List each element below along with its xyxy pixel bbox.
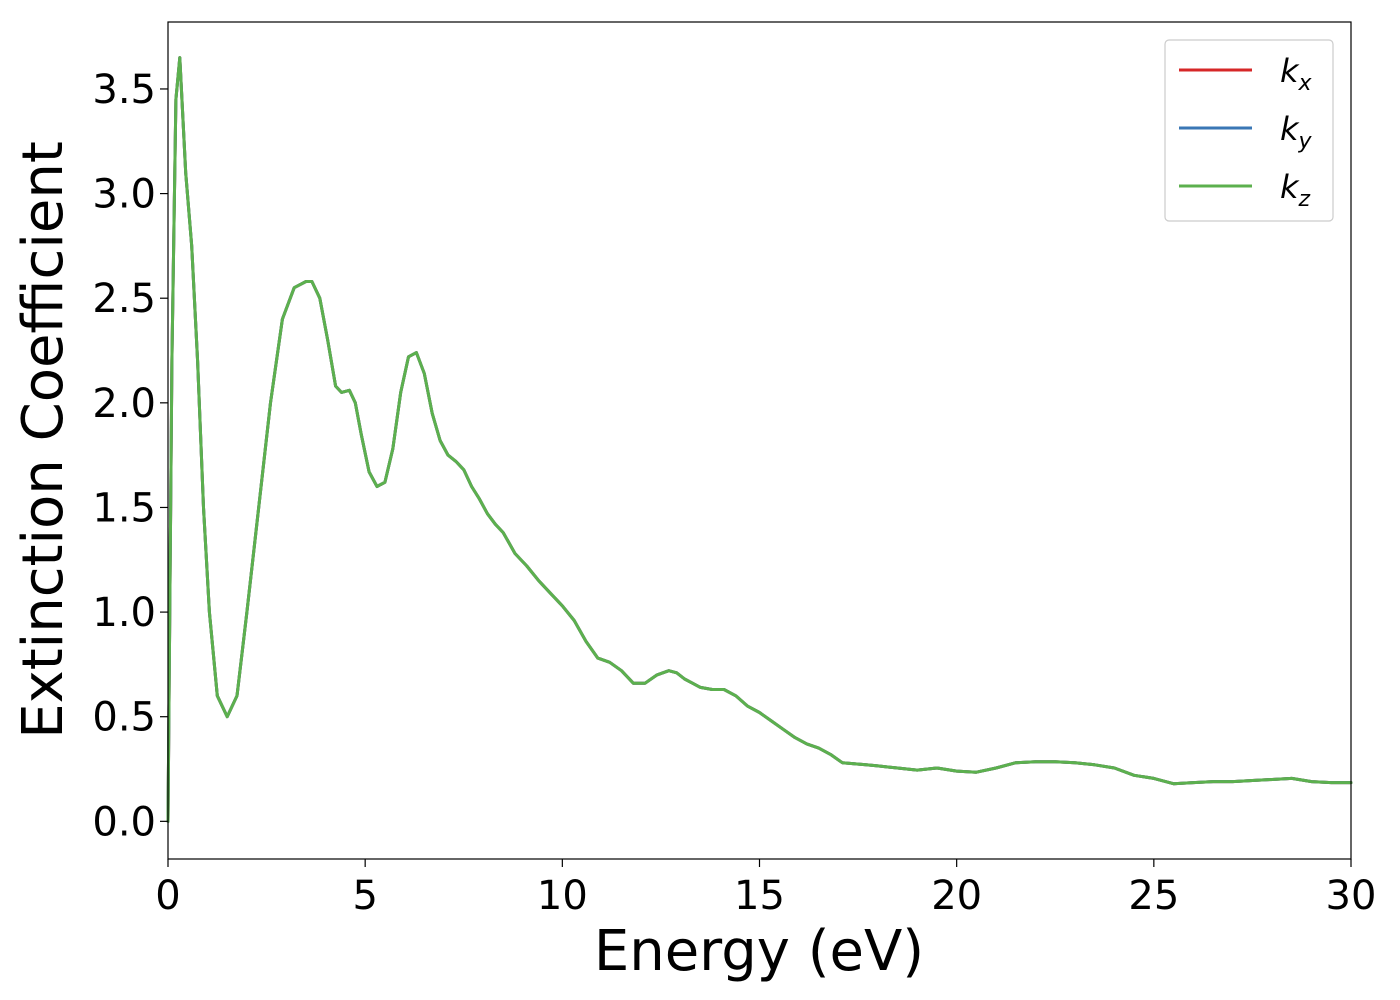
x-tick-label: 20 — [931, 873, 982, 919]
x-tick-label: 15 — [734, 873, 785, 919]
y-tick-label: 0.5 — [92, 695, 156, 741]
legend-label-kz: kz — [1280, 168, 1311, 212]
x-tick-label: 10 — [537, 873, 588, 919]
y-tick-label: 3.5 — [92, 67, 156, 113]
legend-frame — [1164, 39, 1334, 222]
y-axis-title: Extinction Coefficient — [11, 141, 76, 739]
x-axis: 0 5 10 15 20 25 30 — [155, 859, 1376, 919]
legend-label-kx: kx — [1280, 52, 1313, 96]
x-axis-title: Energy (eV) — [594, 919, 924, 984]
y-tick-label: 2.5 — [92, 276, 156, 322]
x-tick-label: 5 — [352, 873, 377, 919]
y-tick-label: 3.0 — [92, 172, 156, 218]
y-axis: 0.0 0.5 1.0 1.5 2.0 2.5 3.0 3.5 — [92, 67, 168, 845]
legend-label-ky: ky — [1280, 110, 1313, 154]
legend: kx ky kz — [1164, 39, 1334, 222]
y-tick-label: 1.5 — [92, 485, 156, 531]
series-line-k-z — [166, 56, 1353, 823]
x-tick-label: 0 — [155, 873, 180, 919]
x-tick-label: 30 — [1326, 873, 1377, 919]
x-tick-label: 25 — [1128, 873, 1179, 919]
y-tick-label: 0.0 — [92, 799, 156, 845]
y-tick-label: 1.0 — [92, 590, 156, 636]
series-lines — [166, 56, 1353, 823]
y-tick-label: 2.0 — [92, 381, 156, 427]
